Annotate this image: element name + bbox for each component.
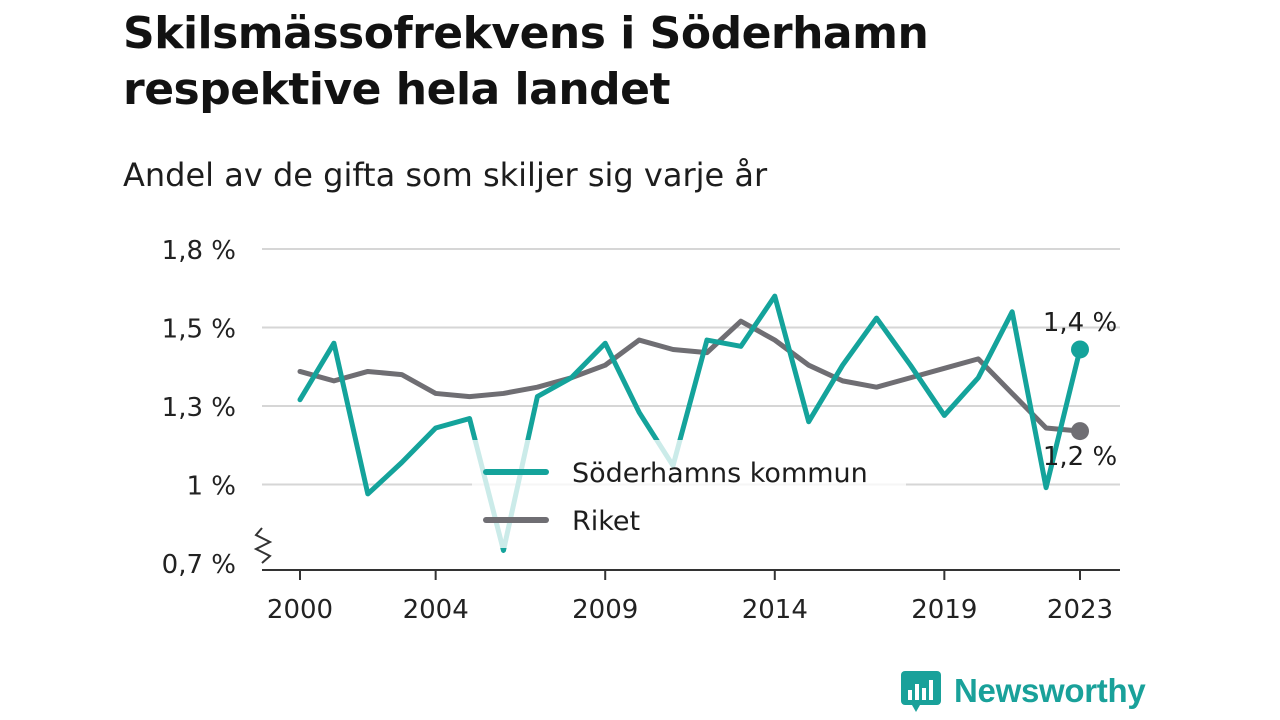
end-point-marker [1071,340,1089,359]
x-tick-label: 2023 [1047,595,1113,625]
x-tick-label: 2000 [267,595,333,625]
axis-break-icon [253,527,273,564]
brand-name: Newsworthy [954,672,1146,709]
legend-background [472,440,906,548]
legend-label: Söderhamns kommun [572,458,868,489]
series-lines [297,293,1089,553]
end-value-label: 1,4 % [1043,308,1117,338]
chart-title: Skilsmässofrekvens i Söderhamn respektiv… [123,8,929,115]
gridlines [262,248,1120,486]
newsworthy-logo-icon [901,671,941,712]
end-point-marker [1071,422,1089,441]
x-tick-label: 2004 [403,595,469,625]
y-tick-label: 1,8 % [162,236,236,266]
series-line [297,293,1083,553]
y-tick-label: 0,7 % [162,550,236,580]
end-value-label: 1,2 % [1043,442,1117,472]
y-tick-label: 1 % [186,472,236,502]
x-tick-label: 2014 [742,595,808,625]
x-tick-label: 2009 [572,595,638,625]
y-axis-ticks: 0,7 % 1 % 1,3 % 1,5 % 1,8 % [162,236,273,580]
x-tick-label: 2019 [911,595,977,625]
y-tick-label: 1,5 % [162,315,236,345]
brand: Newsworthy [900,670,1146,712]
y-tick-label: 1,3 % [162,393,236,423]
x-axis: 2000 2004 2009 2014 2019 2023 [262,569,1120,625]
legend: Söderhamns kommun Riket 1,4 % 1,2 % [472,308,1117,548]
series-line [297,318,1083,434]
legend-label: Riket [572,506,640,537]
chart-subtitle: Andel av de gifta som skiljer sig varje … [123,156,768,194]
